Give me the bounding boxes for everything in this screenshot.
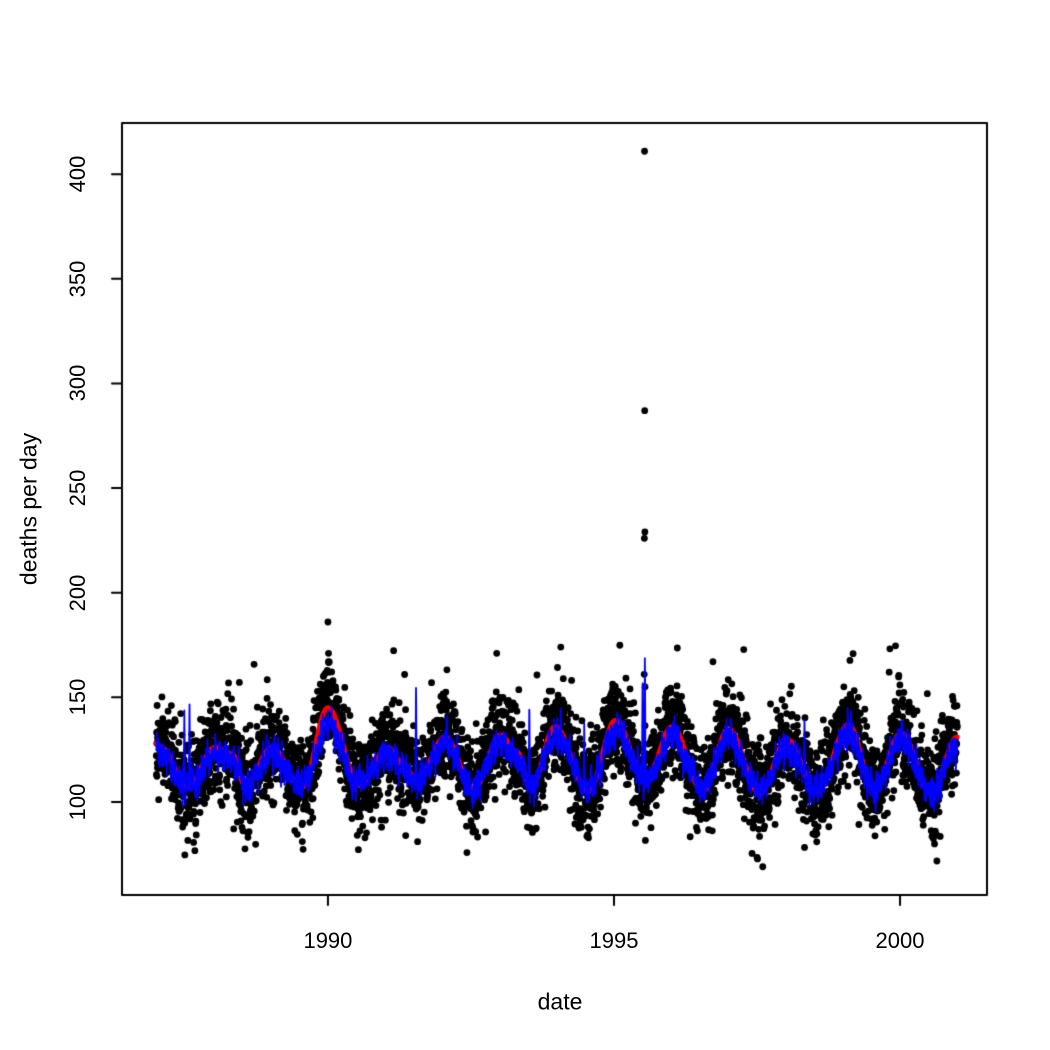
y-tick-label: 350 (65, 260, 90, 298)
x-axis-title: date (537, 988, 583, 1015)
y-tick-label: 150 (65, 678, 90, 716)
y-tick-label: 250 (65, 469, 90, 507)
x-tick-label: 2000 (875, 928, 925, 953)
y-tick-label: 100 (65, 783, 90, 821)
x-tick-label: 1995 (589, 928, 639, 953)
x-tick-label: 1990 (303, 928, 353, 953)
y-axis-title: deaths per day (15, 432, 42, 586)
y-tick-label: 400 (65, 155, 90, 193)
y-tick-label: 200 (65, 574, 90, 612)
y-tick-label: 300 (65, 365, 90, 402)
